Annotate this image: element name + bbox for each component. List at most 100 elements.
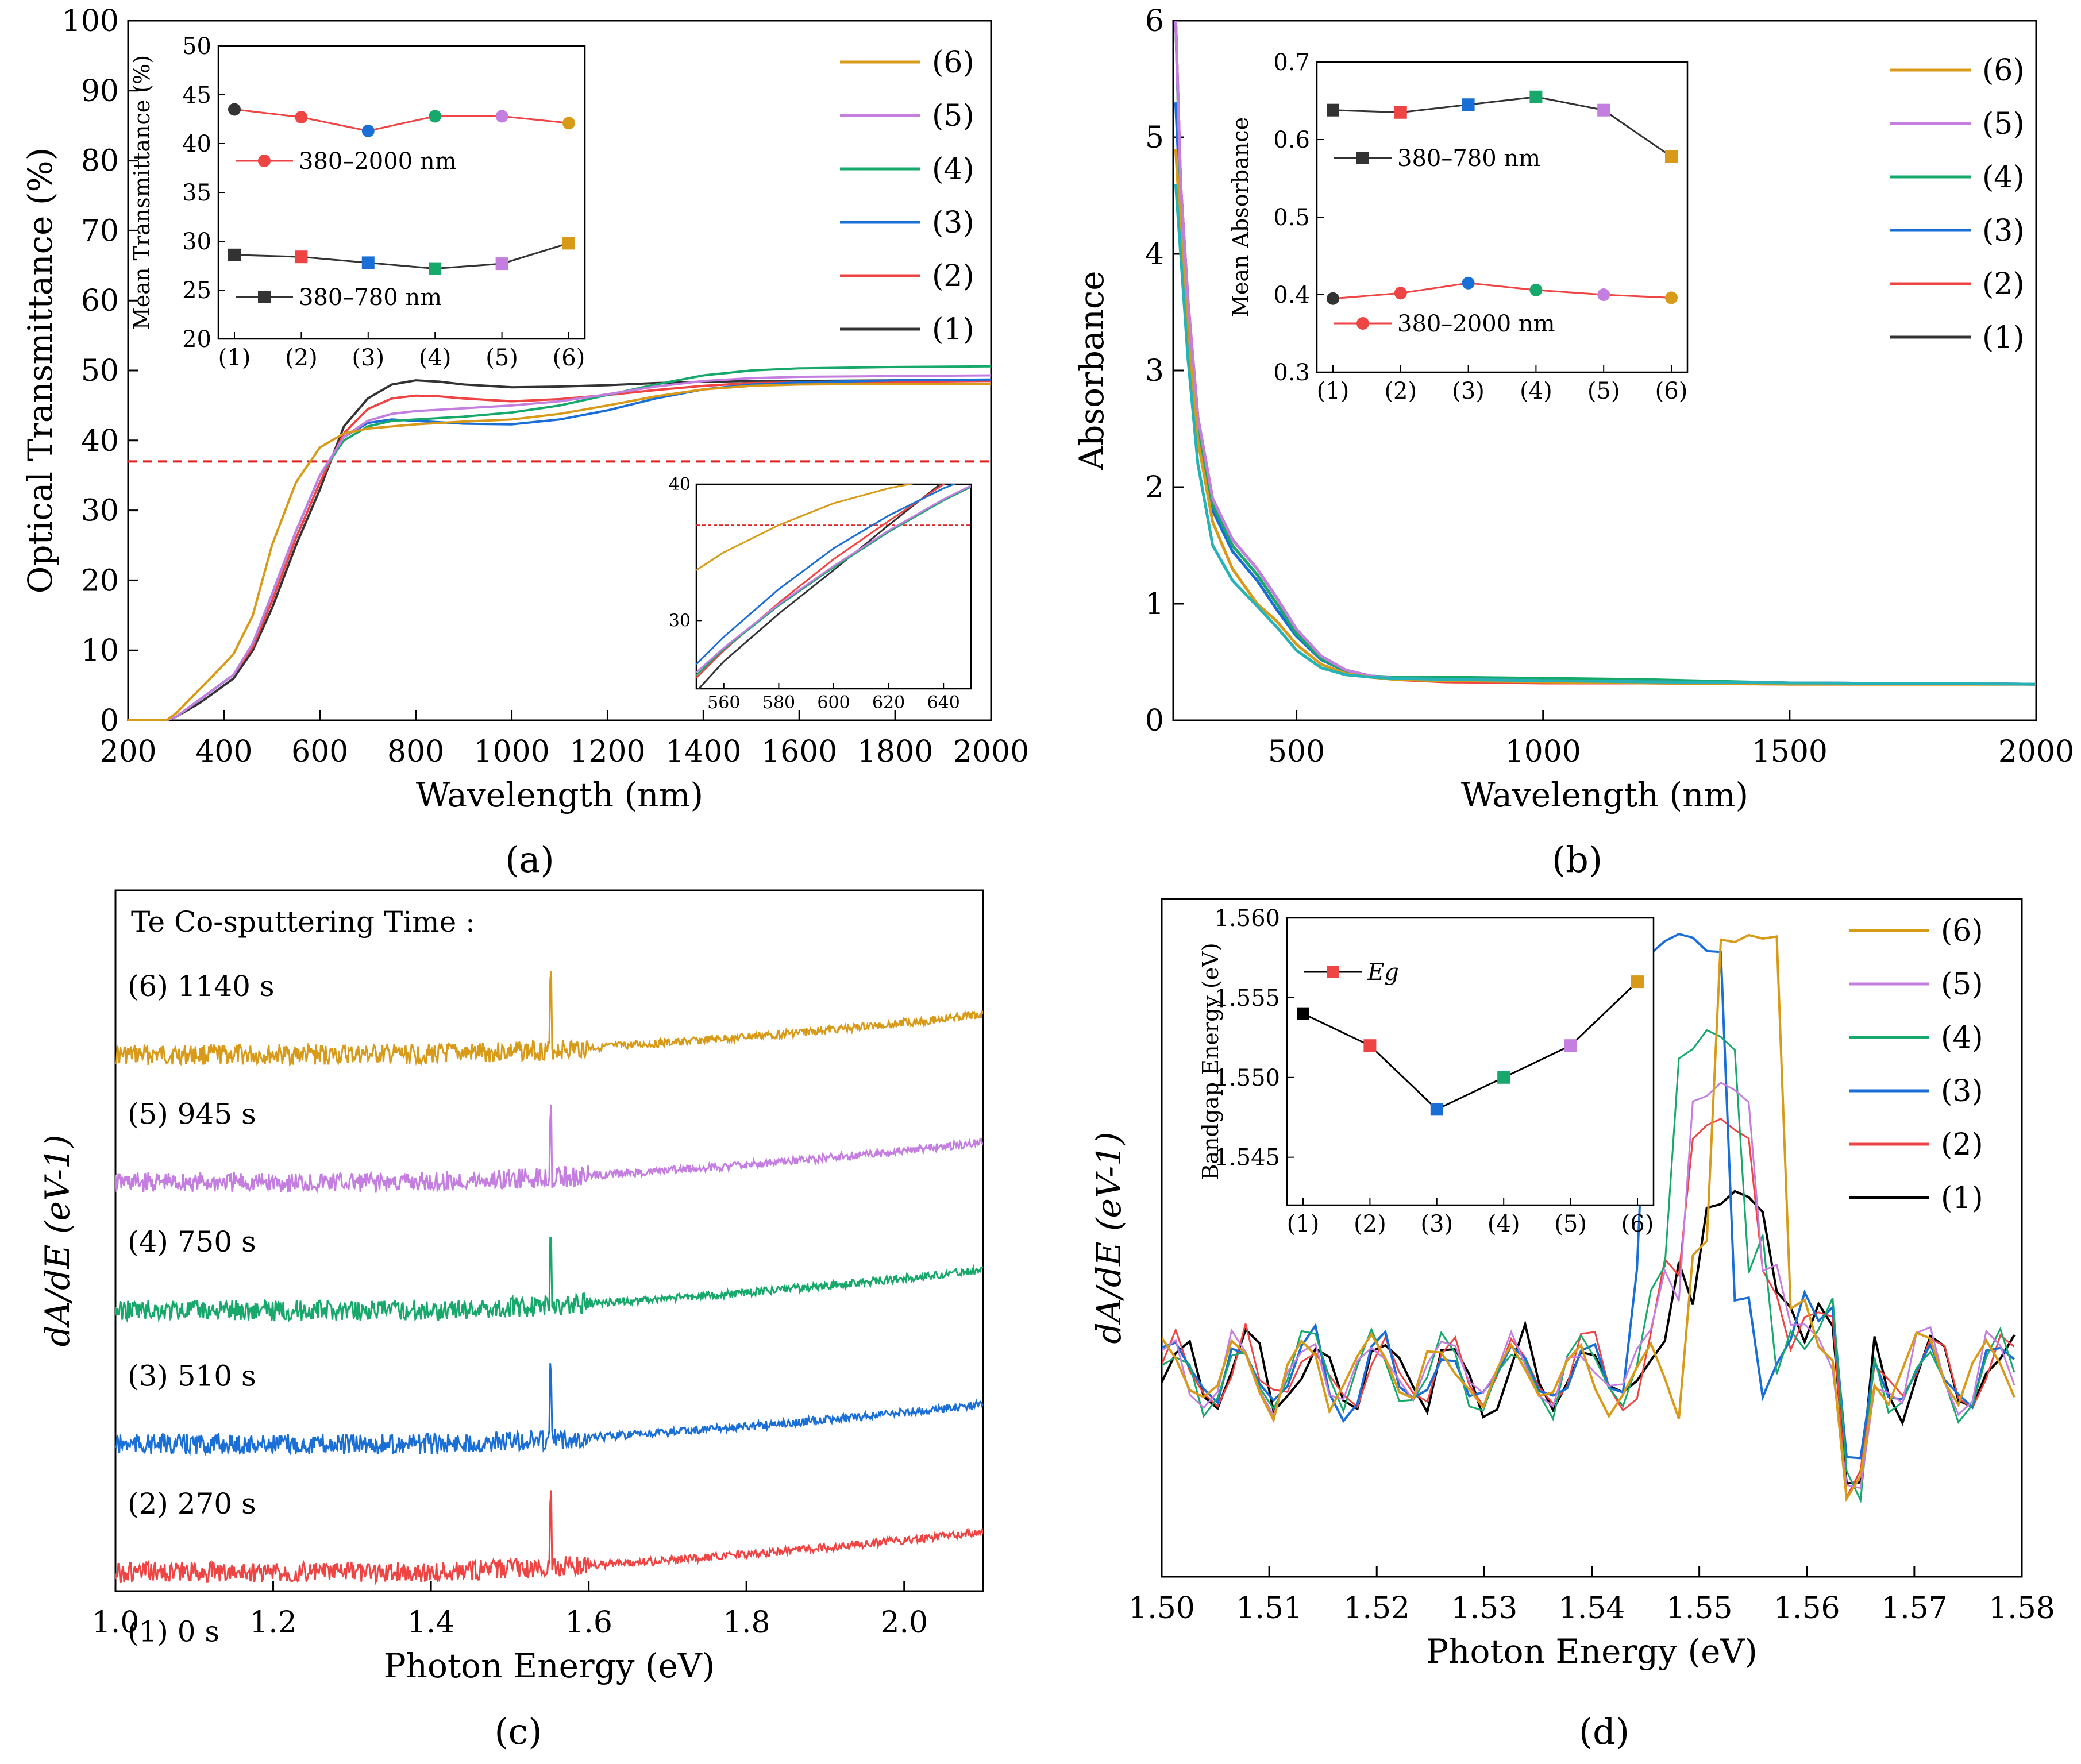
d-series-line — [1162, 1190, 2016, 1485]
b-legend-label: (2) — [1982, 267, 2025, 302]
a-inset-ytick-label: 40 — [182, 131, 211, 157]
c-series-line — [115, 1490, 983, 1585]
a-inset-ytick-label: 35 — [182, 180, 211, 206]
a-xtick-label: 600 — [291, 735, 348, 769]
a-zoom-xtick-label: 560 — [707, 693, 740, 713]
a-zoom-series-line — [696, 484, 914, 571]
a-zoom-ytick-label: 30 — [669, 611, 691, 631]
c-caption: (c) — [494, 1711, 542, 1753]
d-inset-legend-label: Eg — [1367, 959, 1399, 986]
a-ytick-label: 10 — [81, 634, 119, 668]
a-inset-xtick-label: (4) — [419, 345, 452, 371]
a-inset-point — [495, 110, 508, 123]
a-zoom-ytick-label: 40 — [669, 474, 691, 495]
b-inset-point — [1327, 103, 1339, 117]
d-inset-point — [1497, 1071, 1510, 1084]
d-inset-point — [1564, 1039, 1577, 1052]
a-ytick-label: 0 — [100, 704, 119, 738]
b-ytick-label: 0 — [1145, 704, 1164, 738]
a-zoom-xtick-label: 580 — [762, 693, 795, 713]
d-inset-point — [1631, 975, 1644, 989]
a-inset-legend-label: 380–780 nm — [299, 284, 442, 311]
a-xtick-label: 1800 — [857, 735, 933, 769]
c-x-axis-title: Photon Energy (eV) — [384, 1646, 715, 1685]
a-inset-y-title: Mean Transmittance (%) — [129, 55, 155, 330]
a-inset-ytick-label: 50 — [182, 33, 211, 60]
d-series-line — [1162, 1029, 2016, 1504]
a-zoom-series-line — [696, 485, 971, 673]
a-zoom-series-line — [697, 484, 942, 689]
a-inset-legend-label: 380–2000 nm — [299, 148, 457, 175]
b-ytick-label: 3 — [1145, 354, 1164, 388]
d-xtick-label: 1.58 — [1988, 1591, 2055, 1626]
b-inset-y-title: Mean Absorbance — [1228, 117, 1253, 317]
d-legend-label: (1) — [1941, 1181, 1983, 1215]
d-inset-xtick-label: (4) — [1487, 1211, 1520, 1237]
a-zoom-series — [696, 484, 971, 689]
panel-a: 200 400 600 800 1000 1200 1400 1600 1800 2000 0 10 2… — [21, 4, 1029, 881]
a-inset-point — [562, 117, 575, 130]
d-xtick-label: 1.51 — [1236, 1591, 1302, 1626]
a-inset-point — [429, 110, 442, 123]
a-inset-ytick-label: 20 — [182, 326, 211, 353]
b-y-axis-title: Absorbance — [1072, 271, 1111, 470]
b-legend-label: (4) — [1982, 160, 2025, 195]
a-inset-xtick-label: (3) — [352, 345, 384, 371]
c-frame — [114, 889, 984, 1592]
b-inset-xtick-label: (4) — [1520, 378, 1552, 404]
d-xtick-label: 1.53 — [1451, 1591, 1517, 1626]
a-caption: (a) — [505, 839, 554, 881]
c-xtick-label: 1.8 — [723, 1605, 770, 1640]
b-series — [1174, 21, 2036, 686]
d-inset-xtick-label: (5) — [1554, 1211, 1587, 1237]
d-xtick-label: 1.55 — [1666, 1591, 1733, 1626]
d-inset-frame — [1286, 917, 1655, 1206]
b-inset-legend-marker — [1356, 152, 1369, 164]
d-legend-label: (6) — [1941, 914, 1983, 948]
c-series-label: (3) 510 s — [128, 1359, 256, 1392]
a-ytick-label: 20 — [81, 563, 119, 598]
a-inset-xtick-label: (5) — [485, 345, 518, 371]
a-legend-label: (2) — [932, 259, 974, 294]
d-y-axis-title: dA/dE (eV-1) — [1089, 1132, 1128, 1344]
b-xtick-label: 1000 — [1505, 735, 1581, 769]
b-legend-label: (3) — [1982, 214, 2025, 248]
a-legend-label: (4) — [932, 152, 974, 187]
a-ytick-label: 40 — [81, 424, 119, 458]
c-xtick-label: 1.6 — [565, 1605, 612, 1640]
b-inset-point — [1529, 90, 1543, 103]
a-zoom-xtick-label: 640 — [927, 693, 960, 713]
b-x-axis-title: Wavelength (nm) — [1461, 775, 1748, 815]
a-inset-point — [295, 250, 308, 264]
c-series — [115, 971, 983, 1585]
c-xtick-label: 1.0 — [92, 1605, 140, 1640]
b-inset-ytick-label: 0.7 — [1273, 49, 1310, 76]
panel-c: 1.0 1.2 1.4 1.6 1.8 2.0 Photon Energy (eV) dA/d… — [38, 889, 984, 1753]
d-inset-point — [1430, 1103, 1443, 1116]
b-inset-point — [1327, 292, 1339, 305]
a-inset-series-line — [234, 109, 569, 132]
a-ytick-label: 60 — [81, 284, 119, 318]
a-inset-series-line — [234, 242, 569, 270]
c-series-label: (1) 0 s — [128, 1615, 219, 1649]
a-inset-ytick-label: 45 — [182, 82, 211, 109]
a-zoom-series-line — [696, 486, 971, 676]
b-ytick-label: 4 — [1145, 237, 1164, 272]
d-legend-label: (3) — [1941, 1074, 1983, 1109]
b-inset-frame — [1316, 61, 1689, 373]
d-inset-series-line — [1302, 981, 1639, 1111]
a-xtick-label: 1000 — [473, 735, 549, 769]
b-inset-point — [1394, 106, 1407, 119]
a-zoom-xtick-label: 620 — [872, 693, 905, 713]
b-inset-xtick-label: (3) — [1452, 378, 1485, 404]
b-inset-xtick-label: (2) — [1384, 378, 1417, 404]
b-inset-point — [1462, 98, 1475, 111]
d-inset-ytick-label: 1.545 — [1214, 1145, 1280, 1171]
a-zoom-series-line — [696, 484, 945, 679]
d-series — [1162, 932, 2016, 1504]
a-inset-point — [295, 111, 308, 124]
a-inset-ytick-label: 30 — [182, 229, 211, 255]
d-inset-ytick-label: 1.560 — [1214, 905, 1280, 932]
a-inset-point — [228, 248, 241, 261]
a-ytick-label: 50 — [81, 354, 119, 388]
